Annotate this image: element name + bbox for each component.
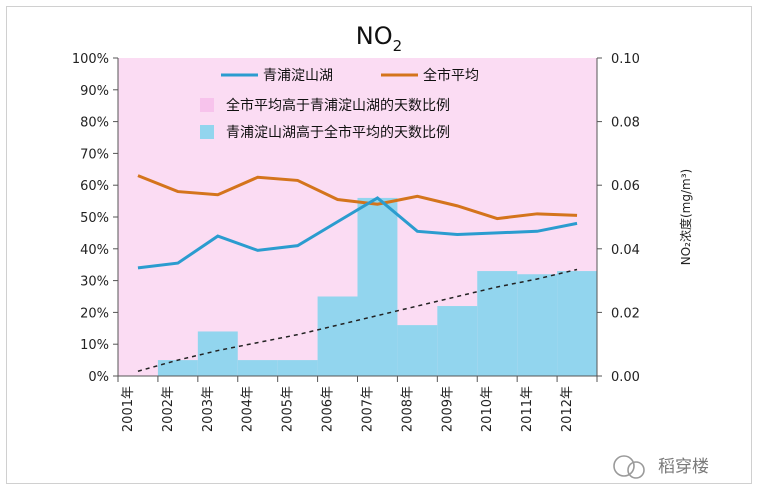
legend-label-dianshan-lake: 青浦淀山湖 (263, 68, 333, 84)
right-tick-label: 0.00 (611, 370, 640, 385)
x-tick-label: 2002年 (161, 386, 176, 432)
left-tick-label: 80% (80, 116, 109, 131)
legend-label-above-average: 青浦淀山湖高于全市平均的天数比例 (226, 124, 450, 141)
right-tick-label: 0.08 (611, 116, 640, 131)
bar-above-average-9 (437, 306, 478, 376)
legend-label-city-average: 全市平均 (423, 67, 479, 84)
bar-above-average-8 (397, 325, 438, 376)
x-tick-label: 2012年 (560, 386, 575, 432)
x-tick-label: 2009年 (440, 386, 455, 432)
bar-above-average-2 (157, 360, 198, 376)
bar-above-average-6 (317, 296, 358, 376)
bar-below-average-11 (517, 58, 558, 275)
watermark: 稻穿楼 (613, 455, 709, 479)
right-tick-label: 0.10 (611, 52, 640, 67)
bar-below-average-8 (397, 58, 438, 326)
x-tick-label: 2001年 (121, 386, 136, 432)
left-tick-label: 70% (80, 147, 109, 162)
bar-below-average-5 (277, 58, 318, 361)
left-tick-label: 90% (80, 84, 109, 99)
bar-above-average-5 (277, 360, 318, 376)
x-tick-label: 2003年 (201, 386, 216, 432)
watermark-text: 稻穿楼 (658, 457, 709, 477)
x-tick-label: 2007年 (360, 386, 375, 432)
right-axis-title: NO₂浓度(mg/m³) (678, 169, 693, 265)
x-tick-label: 2011年 (520, 386, 535, 432)
trend-line (137, 268, 578, 372)
bar-above-average-3 (197, 331, 238, 376)
left-tick-label: 40% (80, 243, 109, 258)
left-tick-label: 50% (80, 211, 109, 226)
bar-above-average-12 (557, 271, 597, 376)
bar-below-average-7 (357, 58, 398, 198)
left-tick-label: 10% (80, 338, 109, 353)
bar-below-average-9 (437, 58, 478, 307)
wechat-icon (613, 455, 635, 477)
bar-below-average-6 (317, 58, 358, 297)
bar-below-average-2 (157, 58, 198, 361)
city-average-line (137, 174, 578, 221)
x-tick-label: 2005年 (281, 386, 296, 432)
bar-above-average-10 (477, 271, 518, 376)
left-tick-label: 100% (72, 52, 109, 67)
left-tick-label: 20% (80, 306, 109, 321)
bar-above-average-4 (237, 360, 278, 376)
legend-swatch-above-average (200, 125, 214, 139)
bar-above-average-7 (357, 197, 398, 376)
wechat-icon-bubble (627, 461, 645, 479)
right-tick-label: 0.02 (611, 306, 640, 321)
x-tick-label: 2006年 (321, 386, 336, 432)
bar-above-average-11 (517, 274, 558, 376)
x-tick-label: 2004年 (241, 386, 256, 432)
bar-below-average-4 (237, 58, 278, 361)
bar-below-average-12 (557, 58, 597, 272)
dianshan-lake-line (137, 196, 578, 270)
legend-label-below-average: 全市平均高于青浦淀山湖的天数比例 (226, 97, 450, 114)
right-tick-label: 0.06 (611, 179, 640, 194)
bar-below-average-10 (477, 58, 518, 272)
left-tick-label: 60% (80, 179, 109, 194)
bar-below-average-1 (118, 58, 158, 376)
left-tick-label: 0% (88, 370, 109, 385)
x-tick-label: 2008年 (400, 386, 415, 432)
right-tick-label: 0.04 (611, 243, 640, 258)
chart-title: NO2 (356, 22, 402, 55)
left-tick-label: 30% (80, 275, 109, 290)
x-tick-label: 2010年 (480, 386, 495, 432)
legend-swatch-below-average (200, 98, 214, 112)
